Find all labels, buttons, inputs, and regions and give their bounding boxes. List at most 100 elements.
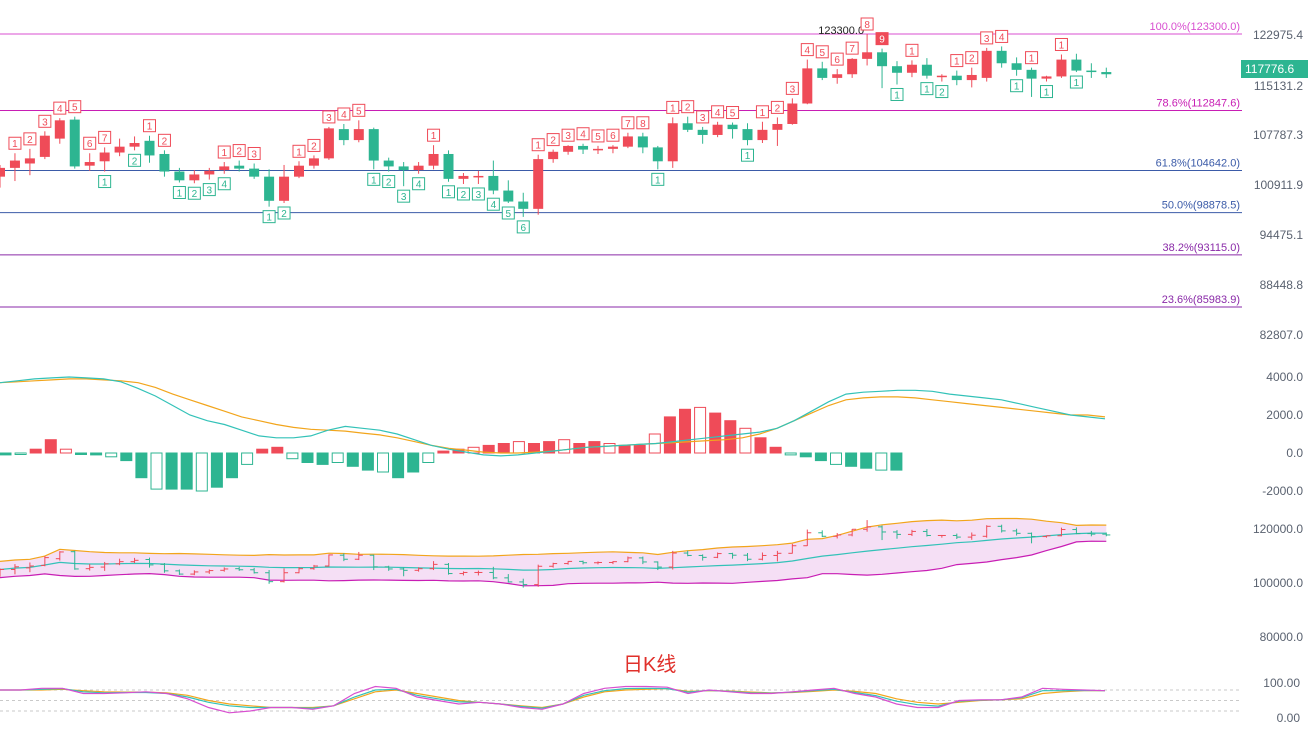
candle-body — [279, 176, 290, 201]
candle-body — [607, 146, 618, 149]
macd-hist-bar — [44, 439, 57, 454]
td-marker-label: 1 — [535, 141, 541, 152]
candle-body — [862, 52, 873, 59]
td-marker-label: 4 — [416, 180, 422, 191]
td-marker-label: 5 — [819, 48, 825, 59]
td-marker-box — [576, 127, 590, 141]
td-marker-box — [890, 87, 904, 101]
candle-body — [593, 148, 603, 151]
td-marker-label: 1 — [371, 175, 377, 186]
candle-body — [966, 74, 977, 81]
macd-hist-bar — [165, 452, 178, 490]
td-marker-label: 3 — [700, 113, 706, 124]
fibonacci-levels: 100.0%(123300.0) 78.6%(112847.6) 61.8%(104… — [0, 21, 1242, 308]
candle-body — [1041, 76, 1052, 79]
candle-body — [308, 158, 319, 166]
td-marker-label: 1 — [760, 108, 766, 119]
macd-hist-bar — [361, 452, 374, 471]
td-marker-box — [726, 106, 740, 120]
td-marker-box — [1025, 51, 1039, 65]
candle-body — [817, 68, 828, 78]
candle-body — [129, 143, 140, 147]
candle-body — [458, 175, 469, 179]
macd-hist-bar — [377, 452, 389, 473]
fib-level-label: 100.0%(123300.0) — [1149, 21, 1240, 33]
td-marker-box — [471, 187, 485, 201]
td-marker-box — [202, 183, 216, 197]
td-marker-box — [247, 146, 261, 160]
td-marker-box — [935, 85, 949, 99]
candle-body — [174, 171, 185, 181]
boll-tick-label: 120000.0 — [1253, 522, 1303, 536]
td-marker-label: 2 — [281, 209, 287, 220]
boll-tick-label: 80000.0 — [1260, 630, 1304, 644]
candle-body — [847, 58, 858, 75]
candle-body — [413, 165, 424, 171]
kdj-tick-label: 100.00 — [1263, 676, 1300, 690]
td-marker-label: 7 — [849, 44, 855, 55]
macd-hist-bar — [633, 444, 646, 454]
macd-hist-bar — [59, 448, 72, 454]
macd-tick-label: 0.0 — [1286, 446, 1303, 460]
td-marker-box — [187, 186, 201, 200]
td-marker-label: 3 — [790, 84, 796, 95]
kdj-tick-label: 0.00 — [1277, 711, 1301, 725]
td-marker-box — [516, 220, 530, 234]
macd-hist-bar — [346, 452, 359, 467]
macd-hist-bar — [241, 452, 254, 465]
fib-level-label: 23.6%(85983.9) — [1162, 294, 1240, 306]
candle-body — [637, 136, 648, 148]
td-marker-box — [815, 45, 829, 59]
macd-panel: 4000.0 2000.0 0.0 -2000.0 — [0, 370, 1303, 498]
candle-body — [533, 159, 544, 209]
candle-body — [398, 166, 409, 171]
boll-upper-line — [0, 517, 1107, 562]
candle-body — [578, 145, 589, 150]
td-marker-label: 2 — [132, 156, 138, 167]
td-marker-label: 5 — [72, 103, 78, 114]
td-marker-label: 4 — [580, 130, 586, 141]
td-marker-label: 1 — [102, 178, 108, 189]
macd-hist-bar — [75, 452, 87, 455]
td-marker-box — [352, 103, 366, 117]
td-marker-label: 1 — [177, 189, 183, 200]
candle-body — [39, 135, 50, 157]
td-marker-label: 2 — [27, 135, 33, 146]
candle-body — [428, 153, 439, 166]
td-marker-box — [98, 130, 112, 144]
macd-hist-bar — [814, 452, 827, 462]
candle-body — [1026, 69, 1037, 79]
td-marker-label: 3 — [984, 34, 990, 45]
macd-hist-bar — [845, 452, 858, 467]
td-marker-box — [591, 129, 605, 143]
macd-tick-label: 2000.0 — [1266, 408, 1303, 422]
candle-body — [892, 66, 902, 73]
macd-tick-label: 4000.0 — [1266, 370, 1303, 384]
td-marker-box — [770, 100, 784, 114]
fib-level-label: 78.6%(112847.6) — [1156, 97, 1240, 109]
last-price-tag: 117776.6 — [1241, 60, 1308, 78]
td-marker-box — [217, 145, 231, 159]
td-marker-box — [666, 100, 680, 114]
td-marker-box — [232, 144, 246, 158]
macd-hist-bar — [799, 452, 812, 458]
td-marker-label: 7 — [625, 119, 631, 130]
td-marker-box — [950, 54, 964, 68]
candle-body — [114, 146, 125, 153]
td-marker-label: 4 — [491, 200, 497, 211]
td-marker-box — [143, 119, 156, 133]
td-marker-box — [830, 52, 844, 66]
candle-body — [757, 129, 768, 141]
candle-body — [548, 151, 559, 160]
td-marker-label: 3 — [326, 113, 332, 124]
td-marker-box — [621, 116, 635, 130]
td-marker-box — [995, 29, 1009, 43]
candle-body — [159, 153, 170, 172]
td-marker-label: 1 — [1029, 54, 1035, 65]
td-marker-box — [1010, 79, 1024, 93]
td-marker-box — [262, 210, 276, 224]
td-marker-box — [427, 128, 441, 142]
td-marker-label: 1 — [745, 151, 751, 162]
